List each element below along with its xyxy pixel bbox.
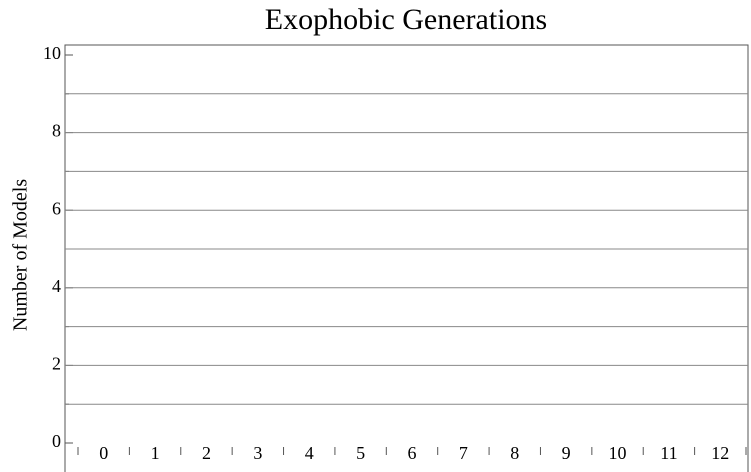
y-tick-label: 6 — [52, 198, 61, 218]
x-tick-label: 11 — [660, 443, 677, 463]
y-tick-label: 2 — [52, 354, 61, 374]
y-tick-label: 8 — [52, 121, 61, 141]
y-tick-label: 4 — [52, 276, 61, 296]
x-tick-label: 3 — [253, 443, 262, 463]
y-tick-label: 0 — [52, 431, 61, 451]
chart-title: Exophobic Generations — [265, 3, 547, 36]
x-tick-label: 1 — [151, 443, 160, 463]
x-tick-label: 8 — [510, 443, 519, 463]
x-tick-label: 10 — [609, 443, 627, 463]
x-tick-label: 0 — [99, 443, 108, 463]
y-axis-label: Number of Models — [10, 179, 32, 331]
x-tick-label: 6 — [408, 443, 417, 463]
x-tick-label: 4 — [305, 443, 314, 463]
x-tick-label: 2 — [202, 443, 211, 463]
plot-frame — [64, 44, 749, 472]
x-tick-label: 12 — [711, 443, 729, 463]
x-tick-label: 5 — [356, 443, 365, 463]
x-tick-label: 9 — [562, 443, 571, 463]
x-tick-label: 7 — [459, 443, 468, 463]
y-tick-label: 10 — [43, 43, 61, 63]
